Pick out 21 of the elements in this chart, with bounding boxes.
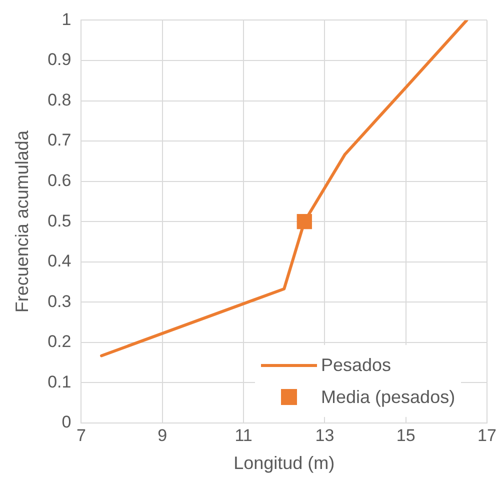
y-tick-label: 1 xyxy=(62,10,72,29)
y-tick-label: 0.5 xyxy=(48,211,72,230)
x-axis-title: Longitud (m) xyxy=(234,453,335,474)
y-tick-label: 0 xyxy=(62,412,72,432)
x-tick-label: 13 xyxy=(315,426,334,445)
y-tick-label: 0.3 xyxy=(48,292,72,311)
y-tick-label: 0.7 xyxy=(48,130,72,150)
y-tick-label: 0.2 xyxy=(48,332,72,352)
y-tick-label: 0.4 xyxy=(48,252,72,271)
y-tick-label: 0.9 xyxy=(48,50,72,70)
legend-label: Pesados xyxy=(321,354,392,376)
y-tick-label: 0.8 xyxy=(48,90,72,110)
x-tick-label: 17 xyxy=(478,426,496,445)
x-tick-label: 7 xyxy=(76,426,86,445)
y-tick-label: 0.1 xyxy=(48,372,72,392)
x-tick-label: 11 xyxy=(234,426,252,445)
y-axis-title: Frecuencia acumulada xyxy=(12,130,32,313)
x-tick-label: 15 xyxy=(396,426,416,445)
y-tick-label: 0.6 xyxy=(48,171,72,190)
legend-label: Media (pesados) xyxy=(321,386,456,408)
x-tick-label: 9 xyxy=(158,426,168,445)
